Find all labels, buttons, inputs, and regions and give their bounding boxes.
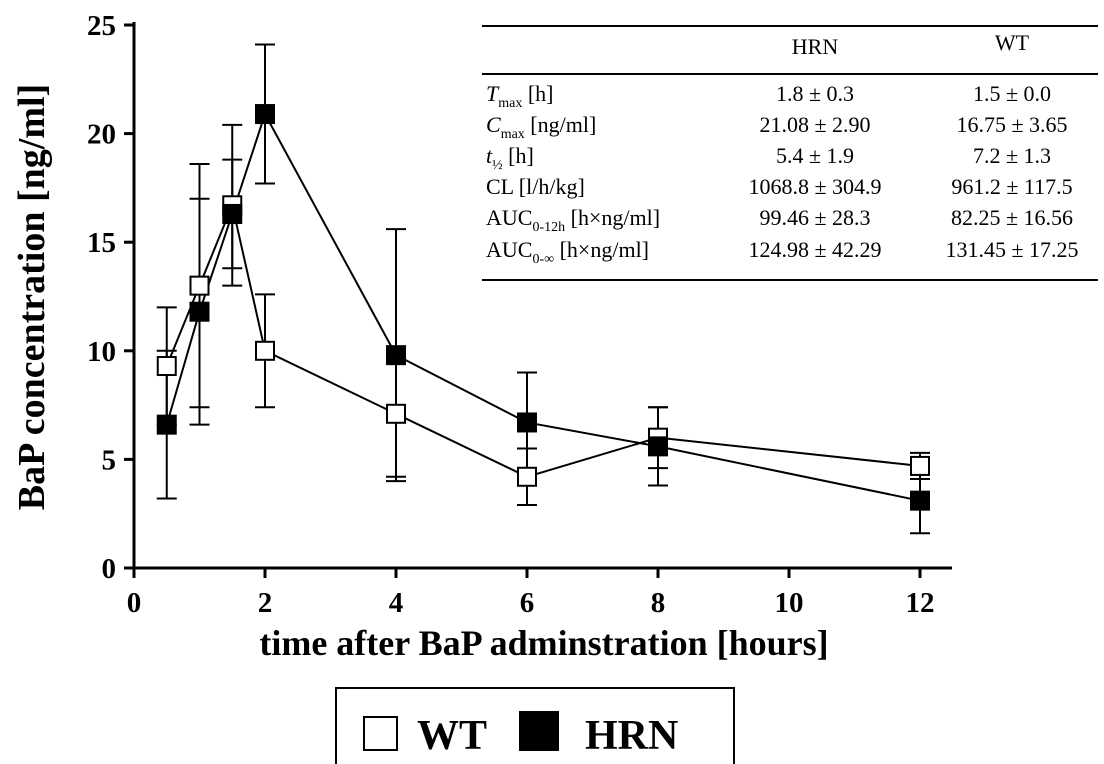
x-tick-label: 2 (258, 587, 273, 619)
table-header-hrn: HRN (792, 34, 839, 59)
table-cell-hrn: 1068.8 ± 304.9 (748, 174, 881, 199)
x-axis-title: time after BaP adminstration [hours] (259, 623, 828, 663)
y-tick-label: 15 (87, 227, 116, 259)
table-row-label: CL [l/h/kg] (486, 174, 585, 199)
legend-box (335, 687, 735, 764)
legend-hrn-swatch (519, 711, 559, 751)
legend: WT HRN (335, 687, 735, 764)
x-tick-label: 0 (127, 587, 142, 619)
table-cell-wt: 131.45 ± 17.25 (945, 237, 1078, 262)
hrn-point (156, 414, 177, 435)
hrn-series-line (165, 111, 921, 502)
x-tick-label: 10 (775, 587, 804, 619)
x-tick-label: 6 (520, 587, 535, 619)
y-tick-label: 0 (102, 553, 117, 585)
table-header-wt: WT (995, 30, 1030, 55)
y-tick-label: 10 (87, 336, 116, 368)
wt-series-line (165, 201, 921, 478)
table-cell-wt: 7.2 ± 1.3 (973, 143, 1051, 168)
wt-point (255, 340, 275, 361)
table-cell-hrn: 99.46 ± 28.3 (759, 205, 870, 230)
table-row-label: AUC0-12h [h×ng/ml] (486, 205, 660, 235)
table-cell-hrn: 21.08 ± 2.90 (759, 112, 870, 137)
hrn-point (517, 412, 537, 433)
table-cell-wt: 16.75 ± 3.65 (956, 112, 1067, 137)
table-cell-hrn: 1.8 ± 0.3 (776, 81, 854, 106)
wt-point (517, 466, 537, 487)
table-row-label: Tmax [h] (486, 81, 554, 111)
hrn-point (255, 104, 275, 125)
legend-wt-label: WT (417, 713, 487, 759)
wt-point (156, 356, 177, 377)
legend-wt-swatch (363, 716, 398, 751)
x-tick-label: 4 (389, 587, 404, 619)
table-cell-hrn: 5.4 ± 1.9 (776, 143, 854, 168)
wt-point (386, 403, 406, 424)
table-row-label: t½ [h] (486, 143, 534, 173)
x-tick-label: 12 (906, 587, 935, 619)
y-tick-label: 20 (87, 119, 116, 151)
hrn-point (386, 345, 406, 366)
table-cell-hrn: 124.98 ± 42.29 (748, 237, 881, 262)
table-cell-wt: 961.2 ± 117.5 (951, 174, 1072, 199)
hrn-point (648, 436, 668, 457)
table-cell-wt: 1.5 ± 0.0 (973, 81, 1051, 106)
x-tick-label: 8 (651, 587, 666, 619)
y-axis-title: BaP concentration [ng/ml] (11, 84, 53, 510)
table-cell-wt: 82.25 ± 16.56 (951, 205, 1073, 230)
table-row-label: AUC0-∞ [h×ng/ml] (486, 237, 649, 267)
wt-point (189, 275, 210, 296)
y-tick-label: 5 (102, 444, 117, 476)
hrn-point (910, 490, 930, 511)
hrn-point (222, 203, 243, 224)
legend-hrn-label: HRN (585, 713, 678, 759)
wt-point (910, 455, 930, 476)
table-row-label: Cmax [ng/ml] (486, 112, 596, 142)
y-tick-label: 25 (87, 10, 116, 42)
hrn-point (189, 301, 210, 322)
parameter-table: HRN WT Tmax [h] 1.8 ± 0.3 1.5 ± 0.0 Cmax [n… (482, 25, 1098, 281)
